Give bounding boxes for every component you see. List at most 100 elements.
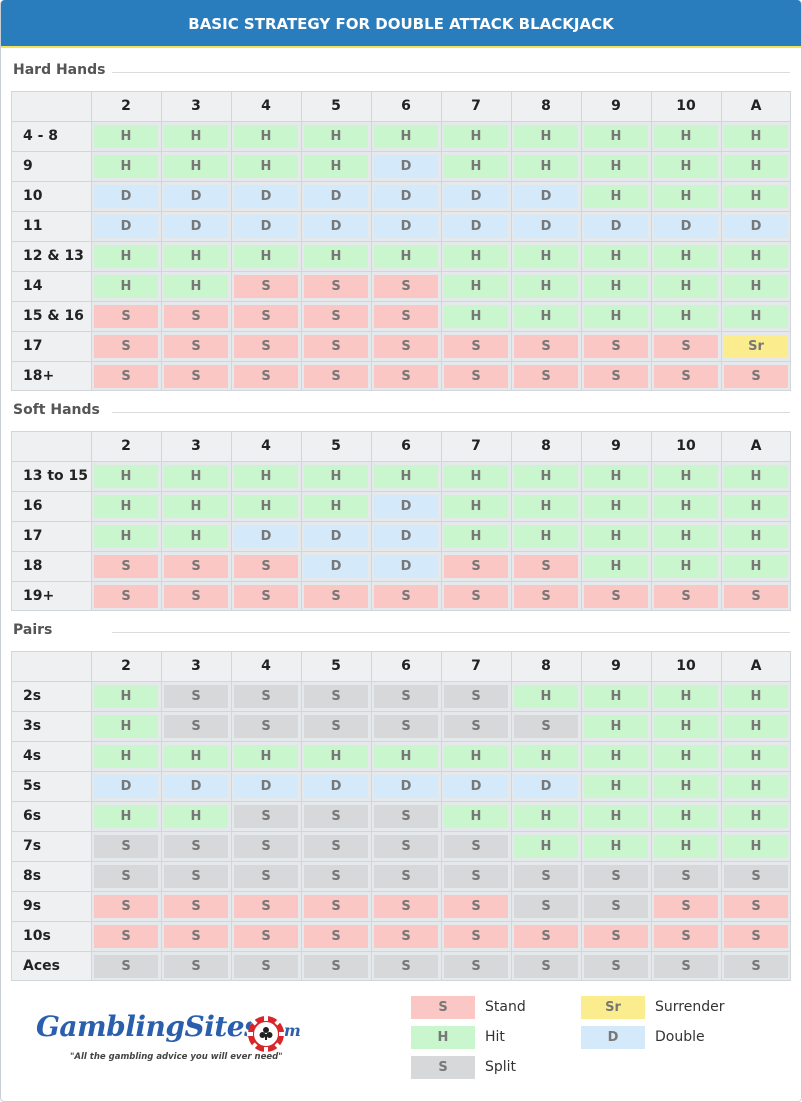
strategy-cell: H <box>374 465 438 488</box>
strategy-cell: H <box>304 245 368 268</box>
dealer-card-7: 7 <box>441 651 511 681</box>
table-row: 3s H S S S S S S H H H <box>11 711 791 741</box>
strategy-cell: S <box>374 365 438 388</box>
grid-line <box>11 241 791 242</box>
strategy-cell: H <box>584 835 648 858</box>
strategy-cell: S <box>724 585 788 608</box>
strategy-cell: S <box>164 865 228 888</box>
strategy-cell: H <box>724 125 788 148</box>
strategy-cell: D <box>444 185 508 208</box>
strategy-cell: H <box>724 465 788 488</box>
strategy-cell: H <box>164 465 228 488</box>
strategy-cell: D <box>304 185 368 208</box>
strategy-cell: S <box>374 585 438 608</box>
strategy-cell: S <box>374 715 438 738</box>
grid-line <box>11 801 791 802</box>
strategy-cell: Sr <box>724 335 788 358</box>
strategy-cell: H <box>584 525 648 548</box>
grid-line <box>441 431 442 611</box>
strategy-cell: S <box>234 685 298 708</box>
strategy-cell: H <box>514 305 578 328</box>
strategy-cell: H <box>584 125 648 148</box>
strategy-cell: S <box>164 835 228 858</box>
strategy-cell: H <box>444 745 508 768</box>
grid-line <box>11 461 791 462</box>
table-corner <box>11 91 91 121</box>
strategy-cell: H <box>724 495 788 518</box>
grid-line <box>231 651 232 981</box>
strategy-cell: H <box>444 525 508 548</box>
strategy-cell: H <box>94 125 158 148</box>
dealer-card-3: 3 <box>161 431 231 461</box>
strategy-cell: H <box>724 835 788 858</box>
strategy-cell: H <box>304 155 368 178</box>
strategy-cell: H <box>444 245 508 268</box>
strategy-cell: S <box>164 305 228 328</box>
gambling-sites-logo[interactable]: GamblingSites.com "All the gambling advi… <box>36 1010 301 1070</box>
strategy-cell: S <box>514 555 578 578</box>
strategy-table-pairs: 2 3 4 5 6 7 8 9 10 A 2s H S S S S S H H H H 3s H S S S S S S H H H 4s H H H… <box>11 651 791 981</box>
table-row: 8s S S S S S S S S S S <box>11 861 791 891</box>
strategy-cell: H <box>444 155 508 178</box>
strategy-cell: S <box>444 365 508 388</box>
player-hand-label: 8s <box>11 861 91 891</box>
section-divider <box>112 632 790 633</box>
table-corner <box>11 431 91 461</box>
grid-line <box>11 151 791 152</box>
player-hand-label: 16 <box>11 491 91 521</box>
strategy-cell: H <box>724 745 788 768</box>
strategy-cell: S <box>374 895 438 918</box>
grid-line <box>11 431 12 611</box>
grid-line <box>301 91 302 391</box>
strategy-cell: S <box>444 925 508 948</box>
strategy-cell: S <box>654 335 718 358</box>
grid-line <box>11 831 791 832</box>
dealer-card-4: 4 <box>231 651 301 681</box>
strategy-cell: H <box>164 525 228 548</box>
strategy-cell: S <box>304 365 368 388</box>
strategy-cell: H <box>94 245 158 268</box>
strategy-cell: S <box>234 305 298 328</box>
grid-line <box>721 431 722 611</box>
strategy-cell: D <box>584 215 648 238</box>
player-hand-label: 10 <box>11 181 91 211</box>
strategy-cell: H <box>654 525 718 548</box>
strategy-cell: D <box>374 185 438 208</box>
legend-swatch-split: S <box>411 1056 475 1079</box>
legend-label-hit: Hit <box>485 1029 505 1045</box>
grid-line <box>651 651 652 981</box>
strategy-cell: H <box>584 745 648 768</box>
legend-swatch-double: D <box>581 1026 645 1049</box>
strategy-cell: S <box>94 865 158 888</box>
strategy-cell: H <box>724 245 788 268</box>
strategy-cell: H <box>234 155 298 178</box>
strategy-cell: S <box>164 365 228 388</box>
grid-line <box>231 91 232 391</box>
strategy-cell: S <box>584 365 648 388</box>
strategy-cell: H <box>164 495 228 518</box>
strategy-cell: S <box>654 955 718 978</box>
legend-label-split: Split <box>485 1059 517 1075</box>
strategy-cell: D <box>654 215 718 238</box>
strategy-cell: H <box>94 805 158 828</box>
dealer-card-10: 10 <box>651 91 721 121</box>
strategy-cell: S <box>514 335 578 358</box>
grid-line <box>581 431 582 611</box>
strategy-cell: S <box>374 955 438 978</box>
strategy-cell: H <box>654 835 718 858</box>
strategy-cell: D <box>374 525 438 548</box>
strategy-cell: H <box>654 275 718 298</box>
player-hand-label: 6s <box>11 801 91 831</box>
strategy-cell: D <box>164 215 228 238</box>
dealer-card-10: 10 <box>651 651 721 681</box>
strategy-cell: S <box>304 865 368 888</box>
strategy-cell: H <box>514 275 578 298</box>
table-row: Aces S S S S S S S S S S <box>11 951 791 981</box>
strategy-cell: S <box>164 955 228 978</box>
strategy-cell: H <box>94 715 158 738</box>
legend-swatch-stand: S <box>411 996 475 1019</box>
strategy-cell: D <box>514 775 578 798</box>
grid-line <box>581 651 582 981</box>
strategy-cell: S <box>374 835 438 858</box>
